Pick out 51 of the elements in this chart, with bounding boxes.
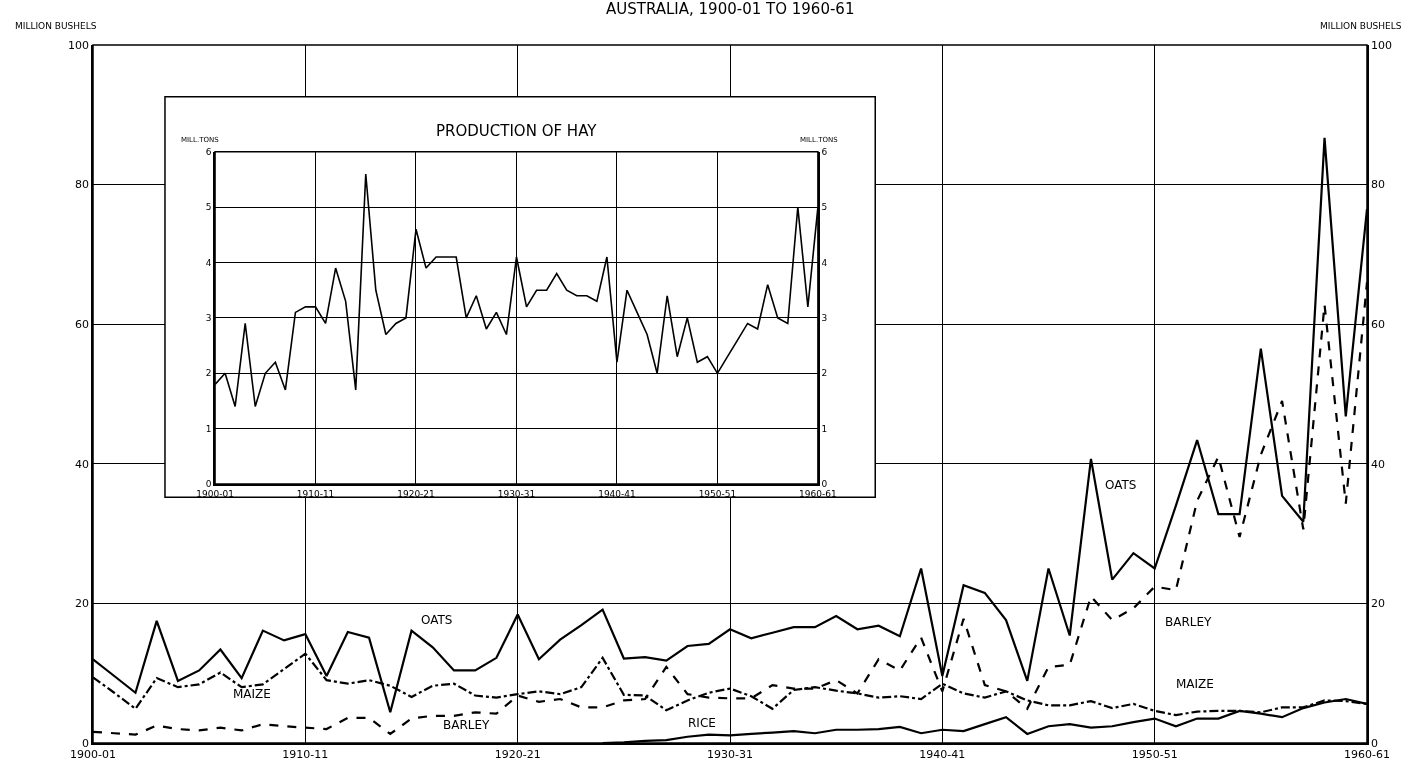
y2-tick-label: 0 [821,479,828,490]
y2-tick-label: 100 [1370,38,1392,52]
y2-tick-label: 0 [1370,736,1378,750]
y2-tick-label: 60 [1370,318,1385,332]
y2-tick-label: 40 [1370,457,1385,471]
y-tick-label: 20 [75,597,90,611]
chart-title: AUSTRALIA, 1900-01 TO 1960-61 [606,0,855,18]
annotation: MAIZE [1176,677,1214,691]
y2-tick-label: 80 [1370,178,1385,192]
y-tick-label: 100 [68,38,90,52]
x-tick-label: 1910-11 [282,747,329,760]
annotation: BARLEY [1165,615,1213,629]
y2-tick-label: 20 [1370,597,1385,611]
x-tick-label: 1920-21 [397,488,435,499]
y-tick-label: 60 [75,318,90,332]
x-tick-label: 1940-41 [919,747,966,760]
y2-tick-label: 2 [821,368,828,379]
y-tick-label: 1 [205,423,212,434]
y-tick-label: 0 [205,479,212,490]
y-tick-label: 2 [205,368,212,379]
annotation: MAIZE [233,687,271,701]
x-tick-label: 1950-51 [698,488,737,499]
x-tick-label: 1930-31 [497,488,536,499]
annotation: RICE [688,716,716,730]
chart-title: PRODUCTION OF HAY [436,122,598,140]
y2-tick-label: 1 [821,423,828,434]
y-tick-label: 3 [205,313,212,324]
y-tick-label: 80 [75,178,90,192]
x-tick-label: 1920-21 [494,747,541,760]
y2-tick-label: 6 [821,146,828,157]
y2-tick-label: 4 [821,257,828,268]
x-tick-label: 1930-31 [707,747,753,760]
y-tick-label: 5 [205,202,212,213]
y-tick-label: 40 [75,457,90,471]
annotation: OATS [1105,478,1137,492]
x-tick-label: 1960-61 [1344,747,1390,760]
y2-axis-title: MILLION BUSHELS [1320,21,1402,31]
x-tick-label: 1900-01 [70,747,116,760]
x-tick-label: 1910-11 [296,488,335,499]
y-tick-label: 0 [82,736,90,750]
x-tick-label: 1960-61 [799,488,837,499]
annotation: OATS [421,613,453,627]
y2-tick-label: 5 [821,202,828,213]
annotation: BARLEY [443,718,491,732]
x-tick-label: 1940-41 [598,488,636,499]
x-tick-label: 1900-01 [196,488,234,499]
y-tick-label: 6 [205,146,212,157]
y2-tick-label: 3 [821,313,828,324]
y-tick-label: 4 [205,257,212,268]
y-axis-title: MILLION BUSHELS [15,21,97,31]
x-tick-label: 1950-51 [1131,747,1178,760]
